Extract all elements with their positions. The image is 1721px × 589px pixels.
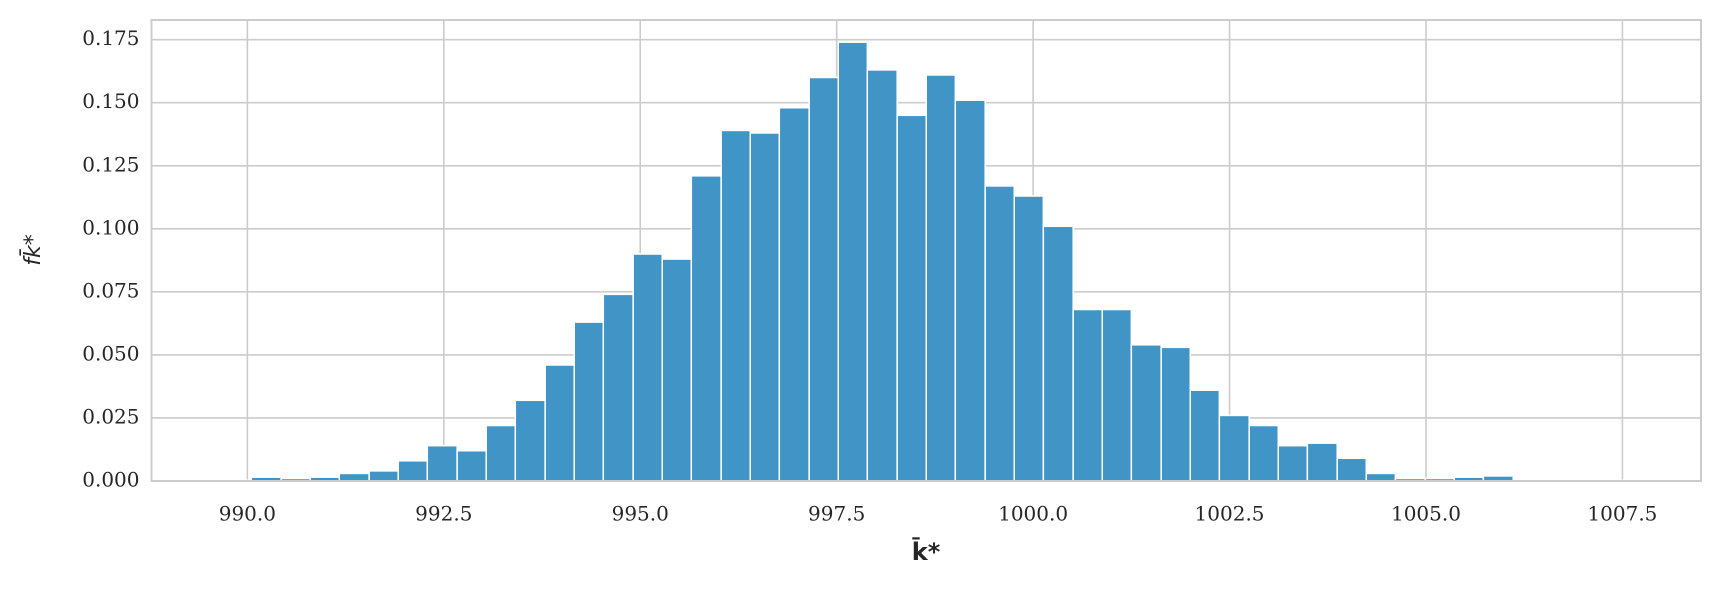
bar xyxy=(338,472,370,482)
bar xyxy=(1277,444,1309,482)
bar xyxy=(602,293,634,482)
x-tick-label: 1005.0 xyxy=(1391,502,1461,526)
bar xyxy=(954,99,986,482)
bar xyxy=(1365,472,1397,482)
bar xyxy=(661,258,693,482)
bar xyxy=(1130,344,1162,482)
bar xyxy=(1306,442,1338,482)
y-tick-label: 0.150 xyxy=(82,89,139,113)
x-tick-label: 997.5 xyxy=(808,502,865,526)
bar xyxy=(1189,389,1221,482)
bar xyxy=(1218,414,1250,482)
bar xyxy=(1101,308,1133,482)
bar xyxy=(925,74,957,482)
bar xyxy=(426,444,458,482)
bar xyxy=(368,470,399,482)
bar xyxy=(1072,308,1104,482)
y-tick-label: 0.025 xyxy=(82,404,139,428)
bar xyxy=(808,76,839,482)
bar xyxy=(749,132,781,482)
y-tick-label: 0.100 xyxy=(82,215,139,239)
bar xyxy=(896,114,928,482)
bar xyxy=(397,460,429,482)
x-axis-label: k̄* xyxy=(912,536,941,566)
y-tick-label: 0.075 xyxy=(82,278,139,302)
bar xyxy=(485,424,517,482)
y-tick-label: 0.050 xyxy=(82,341,139,365)
x-tick-label: 992.5 xyxy=(415,502,472,526)
x-tick-label: 1000.0 xyxy=(998,502,1068,526)
bar xyxy=(1042,225,1074,482)
bar xyxy=(632,253,663,482)
bar xyxy=(1248,424,1280,482)
x-tick-label: 995.0 xyxy=(612,502,669,526)
x-tick-label: 1002.5 xyxy=(1195,502,1265,526)
bar xyxy=(1013,195,1045,482)
y-tick-label: 0.175 xyxy=(82,26,139,50)
bar xyxy=(837,41,869,482)
bar xyxy=(573,321,605,482)
bar xyxy=(984,185,1016,482)
plot-frame xyxy=(150,19,1702,482)
bar xyxy=(456,449,487,482)
bar xyxy=(1160,346,1192,482)
y-tick-label: 0.125 xyxy=(82,152,139,176)
bar xyxy=(720,129,751,482)
bar xyxy=(514,399,546,482)
bar xyxy=(544,364,575,482)
y-tick-label: 0.000 xyxy=(82,468,139,492)
x-tick-label: 1007.5 xyxy=(1587,502,1657,526)
y-axis-label: fk̄* xyxy=(20,234,46,266)
bar xyxy=(778,107,810,482)
bar xyxy=(866,69,898,482)
x-tick-label: 990.0 xyxy=(219,502,276,526)
bar xyxy=(690,175,722,482)
bar xyxy=(1336,457,1368,482)
